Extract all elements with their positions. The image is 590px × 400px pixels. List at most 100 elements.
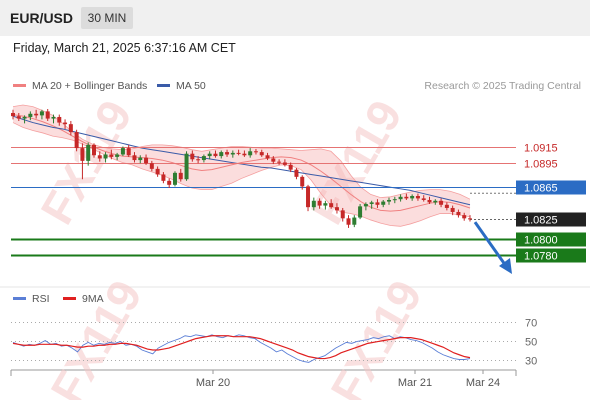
candle-body [28,113,33,117]
candle-body [311,200,316,208]
candle-body [80,148,85,161]
candle-body [236,152,241,154]
bollinger-upper-line [12,104,471,200]
candle-body [265,155,270,159]
candle-body [190,153,195,160]
candle-body [346,218,351,225]
candle-body [91,144,96,156]
candle-body [450,207,455,212]
candle-body [172,172,177,185]
candle-body [201,156,206,161]
legend-rsi-label: RSI [32,293,50,305]
candle-body [439,200,444,205]
candle-body [259,152,264,156]
level-label-1.0895: 1.0895 [524,159,558,171]
candle-body [51,116,56,119]
candle-body [45,111,50,119]
candle-body [161,174,166,181]
candle-body [167,180,172,185]
level-tag-bg-1.0800 [516,232,586,247]
candle-body [334,207,339,211]
candle-body [288,164,293,170]
candle-body [248,151,253,156]
legend-rsi-ma: 9MA [63,293,104,305]
candle-body [340,210,345,219]
credit-text: Research © 2025 Trading Central [424,80,581,92]
candle-body [462,215,467,219]
candle-body [196,159,201,161]
candle-body [184,153,189,180]
legend-rsi: RSI [13,293,50,305]
candle-body [230,152,235,155]
candle-body [63,122,68,125]
candle-body [22,116,27,119]
candle-body [404,196,409,199]
interval-button[interactable]: 30 MIN [81,7,133,29]
candle-body [11,112,15,117]
candle-body [138,157,143,161]
candle-body [242,153,247,156]
candle-body [323,203,328,206]
candle-body [433,200,438,203]
forecast-arrow-head [499,258,512,274]
candle-body [444,204,449,208]
candle-body [294,169,299,177]
header-bar: EUR/USD 30 MIN [0,0,590,36]
candle-body [306,186,311,208]
candle-body [178,172,183,180]
x-label-0: Mar 20 [196,377,230,389]
candle-body [352,217,357,225]
legend-bollinger: MA 20 + Bollinger Bands [13,80,147,92]
candle-body [392,199,397,201]
x-label-2: Mar 24 [466,377,500,389]
candle-body [363,203,368,207]
level-label-1.0825: 1.0825 [524,215,558,227]
bollinger-band-fill [13,105,470,227]
candle-body [39,111,44,116]
level-tag-bg-1.0780 [516,248,586,263]
candle-body [415,195,420,199]
candle-body [271,158,276,162]
candle-body [282,162,287,165]
candle-body [387,199,392,202]
level-tag-bg-1.0825 [516,212,586,227]
ma50-swatch [157,83,170,87]
symbol-label: EUR/USD [10,10,74,26]
candle-body [144,157,149,164]
candle-body [57,116,62,123]
legend-ma50-label: MA 50 [176,80,206,92]
candle-body [381,201,386,205]
candle-body [34,113,39,116]
rsi-ma-line [12,335,471,360]
candle-body [456,211,461,216]
level-tag-bg-1.0865 [516,180,586,195]
candle-body [97,155,102,159]
watermark-3: FX119 [40,271,152,400]
candle-body [86,144,91,161]
candle-body [115,154,120,157]
legend-ma50: MA 50 [157,80,206,92]
candle-body [132,155,137,161]
x-label-1: Mar 21 [398,377,432,389]
candle-body [74,132,79,149]
legend-bollinger-label: MA 20 + Bollinger Bands [32,80,148,92]
legend-rsi-ma-label: 9MA [82,293,104,305]
candle-body [225,152,230,155]
rsi-tick-70: 70 [525,318,537,330]
candle-body [219,152,224,157]
candle-body [149,163,154,169]
timestamp: Friday, March 21, 2025 6:37:16 AM CET [13,41,236,55]
level-label-1.0865: 1.0865 [524,183,558,195]
candle-body [317,200,322,206]
forecast-arrow-shaft [473,221,508,267]
level-label-1.0780: 1.0780 [524,251,558,263]
candle-body [358,206,363,218]
candle-body [277,161,282,163]
candle-body [68,124,73,133]
candle-body [109,154,114,157]
candle-body [375,202,380,205]
candle-body [329,203,334,208]
candle-body [421,198,426,200]
candle-body [120,148,125,155]
